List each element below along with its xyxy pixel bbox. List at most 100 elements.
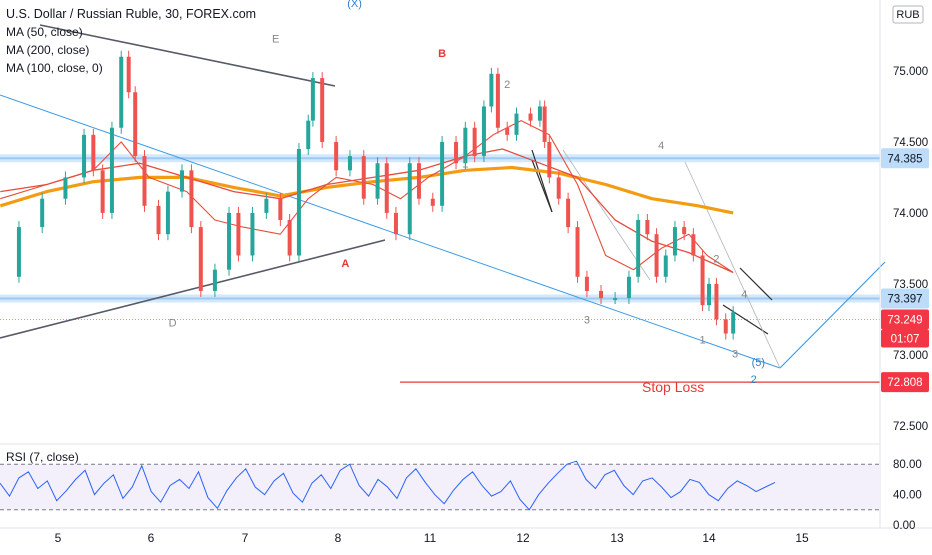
candle-body bbox=[250, 212, 255, 256]
candle-body bbox=[180, 170, 185, 192]
ma-200-path bbox=[0, 165, 734, 215]
chart-legend: U.S. Dollar / Russian Ruble, 30, FOREX.c… bbox=[6, 5, 256, 77]
candle-body bbox=[707, 283, 711, 306]
candle-body bbox=[463, 127, 468, 164]
price-level-label: 72.808 bbox=[887, 377, 922, 389]
candle-body bbox=[663, 255, 668, 277]
y-tick-label: 74.000 bbox=[893, 208, 928, 220]
projection-line bbox=[779, 261, 886, 369]
support-resistance-bands: Stop Loss bbox=[0, 154, 880, 395]
candle-body bbox=[556, 177, 561, 199]
price-level-tag bbox=[881, 372, 929, 393]
candle-body bbox=[119, 56, 124, 128]
x-tick-label: 13 bbox=[610, 531, 624, 545]
candle-body bbox=[375, 163, 380, 199]
candle-body bbox=[320, 78, 325, 142]
trend-line-lower bbox=[0, 239, 386, 339]
wave-label: B bbox=[438, 48, 446, 60]
candle-body bbox=[672, 227, 677, 256]
currency-box bbox=[892, 5, 924, 24]
wave-label: (X) bbox=[347, 0, 362, 10]
candle-body bbox=[236, 212, 241, 256]
candle-body bbox=[126, 56, 131, 93]
candle-body bbox=[682, 227, 687, 235]
x-tick-label: 6 bbox=[148, 531, 155, 545]
wave-label: E bbox=[272, 34, 279, 46]
wave-label: (5) bbox=[752, 357, 765, 369]
candle-body bbox=[189, 170, 194, 228]
candle-body bbox=[16, 227, 21, 277]
rsi-band bbox=[0, 464, 880, 510]
candle-body bbox=[636, 220, 641, 277]
wave-label: 1 bbox=[462, 158, 468, 170]
candle-body bbox=[109, 127, 114, 213]
rsi-pane: 80.00 40.00 0.00 bbox=[0, 459, 922, 532]
candle-body bbox=[645, 220, 650, 235]
rsi-tick-label: 40.00 bbox=[893, 490, 922, 502]
rsi-tick-label: 80.00 bbox=[893, 459, 922, 471]
candle-body bbox=[407, 163, 412, 235]
candle-body bbox=[334, 141, 339, 171]
wave-label: 2 bbox=[713, 254, 719, 266]
candle-body bbox=[347, 156, 352, 171]
legend-ma-100: MA (100, close, 0) bbox=[6, 61, 103, 75]
candle-body bbox=[566, 198, 571, 228]
wave-label: 4 bbox=[741, 289, 747, 301]
candle-body bbox=[691, 234, 696, 256]
candle-body bbox=[599, 290, 604, 299]
price-level-tag bbox=[881, 148, 929, 169]
chart-title: U.S. Dollar / Russian Ruble, 30, FOREX.c… bbox=[6, 7, 257, 21]
candle-body bbox=[227, 212, 232, 270]
candle-body bbox=[82, 134, 87, 178]
candle-body bbox=[542, 106, 547, 142]
ma-200-line bbox=[0, 165, 734, 215]
wedge-b1 bbox=[722, 304, 769, 335]
candle-body bbox=[547, 141, 552, 178]
trend-lines bbox=[0, 24, 886, 369]
candle-body bbox=[278, 198, 283, 220]
wedge-a2 bbox=[531, 159, 553, 213]
candle-body bbox=[505, 127, 510, 135]
candle-body bbox=[212, 269, 217, 291]
trend-line-upper bbox=[39, 24, 336, 87]
candle-body bbox=[481, 106, 486, 157]
countdown-tag bbox=[881, 329, 929, 348]
candle-body bbox=[100, 170, 105, 213]
y-tick-label: 72.500 bbox=[893, 421, 928, 433]
candle-body bbox=[384, 163, 389, 213]
candle-body bbox=[528, 113, 533, 121]
x-tick-label: 7 bbox=[242, 531, 249, 545]
candle-body bbox=[91, 134, 96, 171]
candle-body bbox=[430, 198, 435, 206]
x-tick-label: 14 bbox=[702, 531, 716, 545]
candle-body bbox=[537, 106, 542, 121]
candle-body bbox=[714, 283, 719, 320]
candle-body bbox=[393, 212, 398, 235]
time-axis: 5 6 7 8 11 12 13 14 15 bbox=[55, 531, 809, 545]
rsi-path bbox=[0, 460, 776, 511]
x-tick-label: 8 bbox=[335, 531, 342, 545]
wave-label: 1 bbox=[699, 334, 705, 346]
wave-label: 4 bbox=[658, 140, 664, 152]
candle-body bbox=[264, 198, 269, 213]
candle-body bbox=[723, 319, 728, 334]
candle-body bbox=[454, 141, 459, 164]
price-level-label: 73.397 bbox=[887, 293, 922, 305]
fib-line-2 bbox=[562, 149, 651, 281]
candle-body bbox=[575, 227, 580, 277]
wave-label: 2 bbox=[504, 79, 510, 91]
x-tick-label: 15 bbox=[795, 531, 809, 545]
fib-line-1 bbox=[684, 161, 781, 369]
channel-line bbox=[0, 94, 781, 369]
candle-body bbox=[40, 198, 45, 228]
candle-body bbox=[165, 191, 170, 235]
price-level-tag bbox=[881, 288, 929, 309]
candle-body bbox=[700, 255, 705, 306]
candle-body bbox=[514, 113, 519, 135]
wave-label: 3 bbox=[584, 315, 590, 327]
ma-100-line bbox=[0, 148, 734, 274]
y-tick-label: 74.500 bbox=[893, 137, 928, 149]
candle-body bbox=[133, 92, 138, 157]
candle-body bbox=[306, 120, 311, 150]
